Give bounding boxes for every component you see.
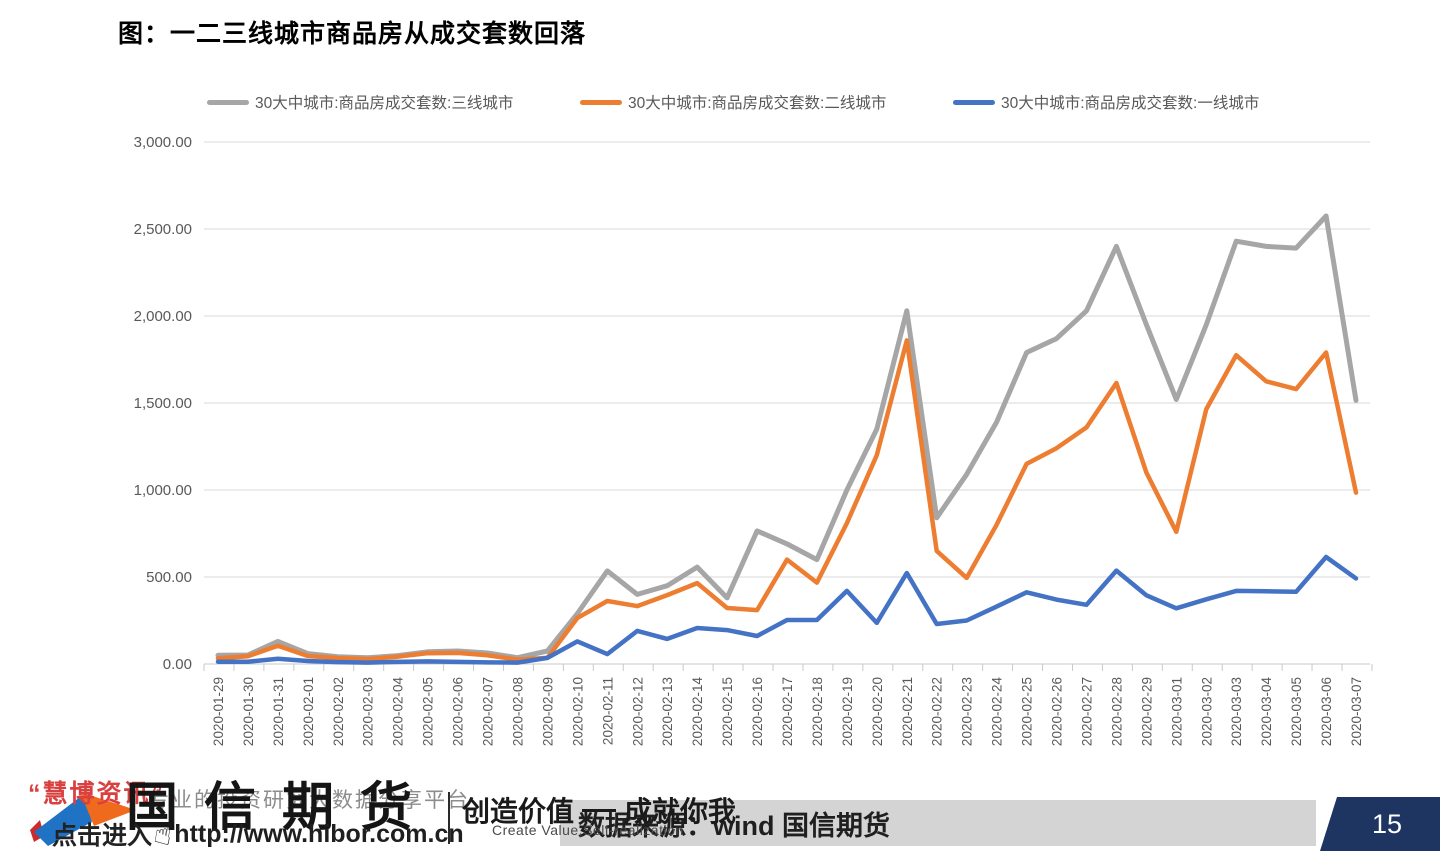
page-number-box: 15 (1320, 797, 1440, 851)
x-axis-label: 2020-02-17 (780, 677, 795, 746)
watermark-tagline: 专业的投资研究大数据分享平台 (148, 789, 470, 812)
x-axis-label: 2020-03-04 (1259, 677, 1274, 747)
legend-label: 30大中城市:商品房成交套数:二线城市 (628, 95, 887, 112)
x-axis-label: 2020-02-19 (840, 677, 855, 746)
legend-label: 30大中城市:商品房成交套数:三线城市 (255, 95, 514, 112)
x-axis-label: 2020-01-30 (241, 677, 256, 746)
x-axis-label: 2020-02-09 (540, 677, 555, 746)
x-axis-label: 2020-02-20 (870, 677, 885, 746)
x-axis-label: 2020-02-03 (361, 677, 376, 746)
y-axis-label: 2,000.00 (134, 308, 192, 325)
x-axis-label: 2020-03-06 (1319, 677, 1334, 746)
x-axis-label: 2020-02-10 (570, 677, 585, 746)
x-axis-label: 2020-02-01 (301, 677, 316, 746)
logo-orange-shape (80, 792, 136, 826)
legend-item: 30大中城市:商品房成交套数:二线城市 (580, 90, 886, 114)
x-axis-label: 2020-02-02 (331, 677, 346, 746)
y-axis-label: 3,000.00 (134, 134, 192, 151)
x-axis-label: 2020-02-23 (960, 677, 975, 746)
x-axis-label: 2020-02-18 (810, 677, 825, 746)
watermark-brand: “慧博资讯” (28, 780, 166, 808)
legend-item: 30大中城市:商品房成交套数:三线城市 (207, 90, 513, 114)
slogan-left: 创造价值 (462, 796, 575, 827)
watermark-slogan: 创造价值 成就你我 (462, 790, 736, 830)
x-axis-label: 2020-02-27 (1079, 677, 1094, 746)
x-axis-label: 2020-02-21 (900, 677, 915, 746)
x-axis-label: 2020-02-25 (1020, 677, 1035, 746)
x-axis-label: 2020-02-28 (1109, 677, 1124, 746)
legend-label: 30大中城市:商品房成交套数:一线城市 (1001, 95, 1260, 112)
chart-title: 图：一二三线城市商品房从成交套数回落 (118, 20, 587, 48)
series-line-1 (215, 213, 1359, 661)
x-axis-label: 2020-01-31 (271, 677, 286, 746)
watermark-company: 国信期货 (126, 779, 439, 837)
x-axis-label: 2020-02-05 (421, 677, 436, 746)
data-source-text: 数据来源：wind 国信期货 (578, 810, 890, 841)
legend-dash-icon (580, 99, 622, 105)
series-line-2 (215, 338, 1359, 662)
data-source-bar: 数据来源：wind 国信期货 (560, 800, 1316, 846)
x-axis-label: 2020-02-12 (630, 677, 645, 746)
y-axis-label: 1,000.00 (134, 482, 192, 499)
x-axis-label: 2020-03-07 (1349, 677, 1364, 746)
x-axis-label: 2020-02-29 (1139, 677, 1154, 746)
x-axis-label: 2020-01-29 (211, 677, 226, 746)
series-line-3 (215, 554, 1359, 665)
x-axis-label: 2020-02-14 (690, 677, 705, 747)
x-axis-label: 2020-03-01 (1169, 677, 1184, 746)
x-axis-label: 2020-02-22 (930, 677, 945, 746)
x-axis-label: 2020-03-05 (1289, 677, 1304, 746)
legend-item: 30大中城市:商品房成交套数:一线城市 (953, 90, 1259, 114)
x-axis-label: 2020-02-16 (750, 677, 765, 746)
watermark-divider (448, 792, 450, 844)
hand-pointer-icon: ☝ (151, 816, 176, 852)
slogan-right: 成就你我 (624, 796, 737, 827)
y-axis-label: 2,500.00 (134, 221, 192, 238)
click-to-enter-label[interactable]: 点击进入 (52, 822, 153, 850)
x-axis-label: 2020-02-24 (990, 677, 1005, 747)
y-axis-label: 500.00 (146, 569, 192, 586)
watermark-link[interactable]: 点击进入 ☝ http://www.hibor.com.cn (52, 816, 464, 852)
legend-dash-icon (953, 99, 995, 105)
x-axis-label: 2020-02-04 (391, 677, 406, 747)
x-axis-label: 2020-02-13 (660, 677, 675, 746)
watermark-block: 专业的投资研究大数据分享平台 “慧博资讯” 国信期货 创造价值 成就你我 Cre… (0, 770, 736, 857)
x-axis-label: 2020-02-07 (481, 677, 496, 746)
x-axis-label: 2020-03-03 (1229, 677, 1244, 746)
legend: 30大中城市:商品房成交套数:三线城市 30大中城市:商品房成交套数:二线城市 30… (0, 90, 1440, 116)
x-axis-label: 2020-02-06 (451, 677, 466, 746)
x-axis-label: 2020-03-02 (1199, 677, 1214, 746)
chart-svg: 0.00 500.00 1,000.00 1,500.00 2,000.00 2,500.… (134, 134, 1373, 747)
legend-dash-icon (207, 99, 249, 105)
hibor-logo-icon (30, 792, 136, 846)
x-axis-label: 2020-02-26 (1050, 677, 1065, 746)
logo-blue-shape (34, 794, 92, 846)
watermark-slogan-en: Create Value,Self-realization (492, 822, 684, 838)
x-axis-label: 2020-02-11 (600, 677, 615, 745)
x-axis-label: 2020-02-08 (510, 677, 525, 746)
y-axis-label: 0.00 (163, 656, 192, 673)
y-axis-label: 1,500.00 (134, 395, 192, 412)
hibor-url[interactable]: http://www.hibor.com.cn (174, 819, 464, 848)
page-number: 15 (1371, 808, 1403, 839)
x-axis-label: 2020-02-15 (720, 677, 735, 746)
slogan-dash (582, 808, 617, 812)
